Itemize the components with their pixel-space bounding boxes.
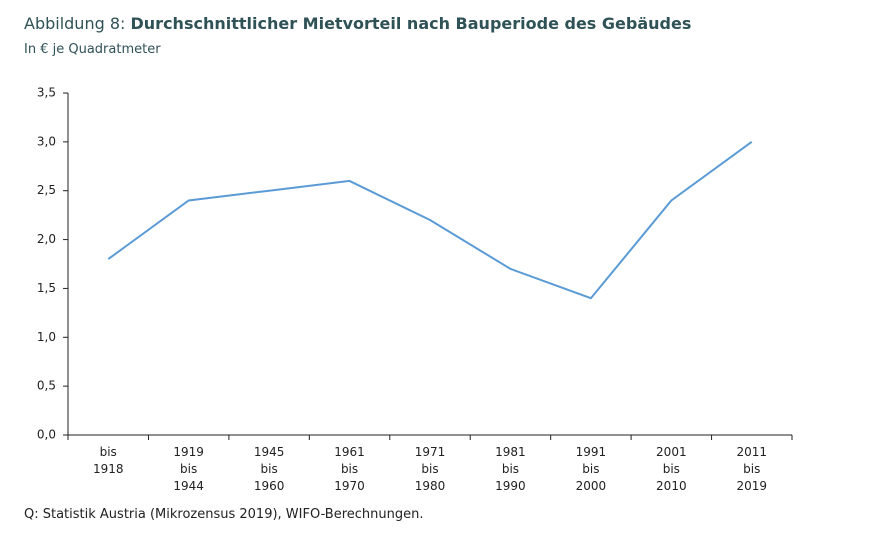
y-tick-label: 2,5 [37, 183, 56, 197]
x-tick-label: 1991 bis 2000 [575, 445, 607, 493]
x-tick-label: 1961 bis 1970 [334, 445, 365, 493]
y-tick-label: 1,0 [37, 330, 56, 344]
y-tick-label: 0,0 [37, 428, 56, 442]
y-tick-label: 1,5 [37, 281, 56, 295]
source: Q: Statistik Austria (Mikrozensus 2019),… [24, 507, 424, 522]
x-tick-label: bis 1918 [92, 445, 124, 476]
line [107, 141, 753, 300]
chart-title: Durchschnittlicher Mietvorteil nach Baup… [130, 14, 692, 33]
subtitle: In € je Quadratmeter [24, 42, 161, 57]
header: Abbildung 8: Durchschnittlicher Mietvort… [24, 14, 691, 33]
x-tick-label: 1971 bis 1980 [414, 445, 446, 493]
figure-label: Abbildung 8: [24, 14, 126, 33]
x-tick-label: 1919 bis 1944 [173, 445, 204, 493]
x-tick-label: 1981 bis 1990 [495, 445, 526, 493]
y-tick-label: 2,0 [37, 232, 56, 246]
y-tick-label: 3,5 [37, 86, 56, 100]
y-tick-label: 3,0 [37, 134, 56, 148]
x-tick-label: 1945 bis 1960 [253, 445, 285, 493]
x-tick-label: 2001 bis 2010 [656, 445, 687, 493]
x-tick-label: 2011 bis 2019 [736, 445, 768, 493]
y-tick-label: 0,5 [37, 379, 56, 393]
